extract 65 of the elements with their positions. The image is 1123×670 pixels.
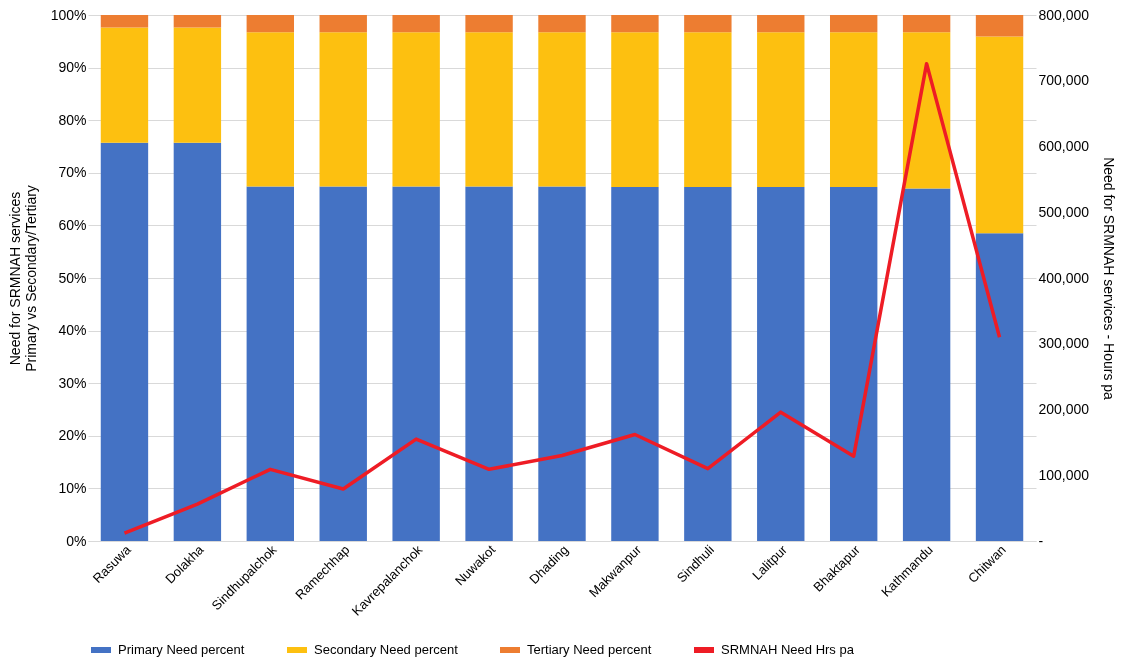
- bar: [100, 142, 149, 541]
- bar: [173, 27, 222, 143]
- y-tick-label: 20%: [58, 427, 87, 444]
- bar: [757, 15, 805, 33]
- legend-label: Secondary Need percent: [314, 642, 459, 657]
- legend-label: Tertiary Need percent: [527, 642, 652, 657]
- bar: [975, 36, 1024, 234]
- bar: [611, 15, 659, 33]
- bar: [319, 15, 367, 33]
- bar: [173, 142, 222, 541]
- legend-label: SRMNAH Need Hrs pa: [721, 642, 855, 657]
- bar: [392, 186, 440, 541]
- y2-axis-title: Need for SRMNAH services - Hours pa: [1101, 157, 1118, 401]
- bar: [392, 32, 440, 187]
- bar: [757, 32, 805, 187]
- bar: [319, 186, 367, 541]
- bar: [684, 187, 732, 541]
- bar: [611, 32, 659, 187]
- y-axis-title: Need for SRMNAH services Primary vs Secondary/Tertiary: [6, 185, 39, 372]
- y-tick-label: 70%: [58, 164, 87, 181]
- y2-tick-label: 800,000: [1038, 6, 1090, 23]
- line-series: [122, 61, 1002, 535]
- bar: [392, 15, 440, 33]
- y-tick-label: 30%: [58, 374, 87, 391]
- bar: [319, 32, 367, 187]
- y2-tick-label: 400,000: [1038, 269, 1090, 286]
- y-tick-label: 50%: [58, 269, 87, 286]
- legend-label: Primary Need percent: [118, 642, 245, 657]
- bar: [611, 187, 659, 541]
- bar: [757, 187, 805, 541]
- y2-tick-label: 700,000: [1038, 72, 1090, 89]
- y-tick-label: 80%: [58, 111, 87, 128]
- y2-tick-label: 500,000: [1038, 203, 1090, 220]
- bar: [465, 32, 513, 187]
- bar: [829, 15, 878, 33]
- y-tick-label: 90%: [58, 59, 87, 76]
- y2-tick-label: 600,000: [1038, 138, 1090, 154]
- y2-tick-label: -: [1038, 532, 1044, 549]
- bar: [684, 32, 732, 187]
- bar: [465, 186, 513, 541]
- bar: [100, 15, 149, 28]
- y2-tick-label: 100,000: [1038, 466, 1090, 483]
- bar: [538, 32, 586, 187]
- bar: [246, 15, 295, 33]
- y-tick-label: 60%: [58, 216, 87, 233]
- y-tick-label: 0%: [66, 532, 87, 549]
- bar: [465, 15, 513, 33]
- bar: [538, 15, 586, 33]
- y2-tick-label: 300,000: [1038, 335, 1090, 352]
- bar: [829, 32, 878, 187]
- bar: [829, 187, 878, 541]
- y-tick-label: 40%: [58, 322, 87, 339]
- bar: [975, 15, 1024, 37]
- bar: [684, 15, 732, 33]
- y-tick-label: 100%: [50, 6, 87, 23]
- bar: [902, 188, 951, 541]
- bar: [902, 15, 951, 33]
- bar: [246, 186, 295, 541]
- bar: [975, 233, 1024, 541]
- bar: [246, 32, 295, 187]
- bar: [538, 186, 586, 541]
- bar: [173, 15, 222, 28]
- y2-tick-label: 200,000: [1038, 401, 1090, 417]
- y-tick-label: 10%: [58, 479, 87, 496]
- bar: [100, 27, 149, 143]
